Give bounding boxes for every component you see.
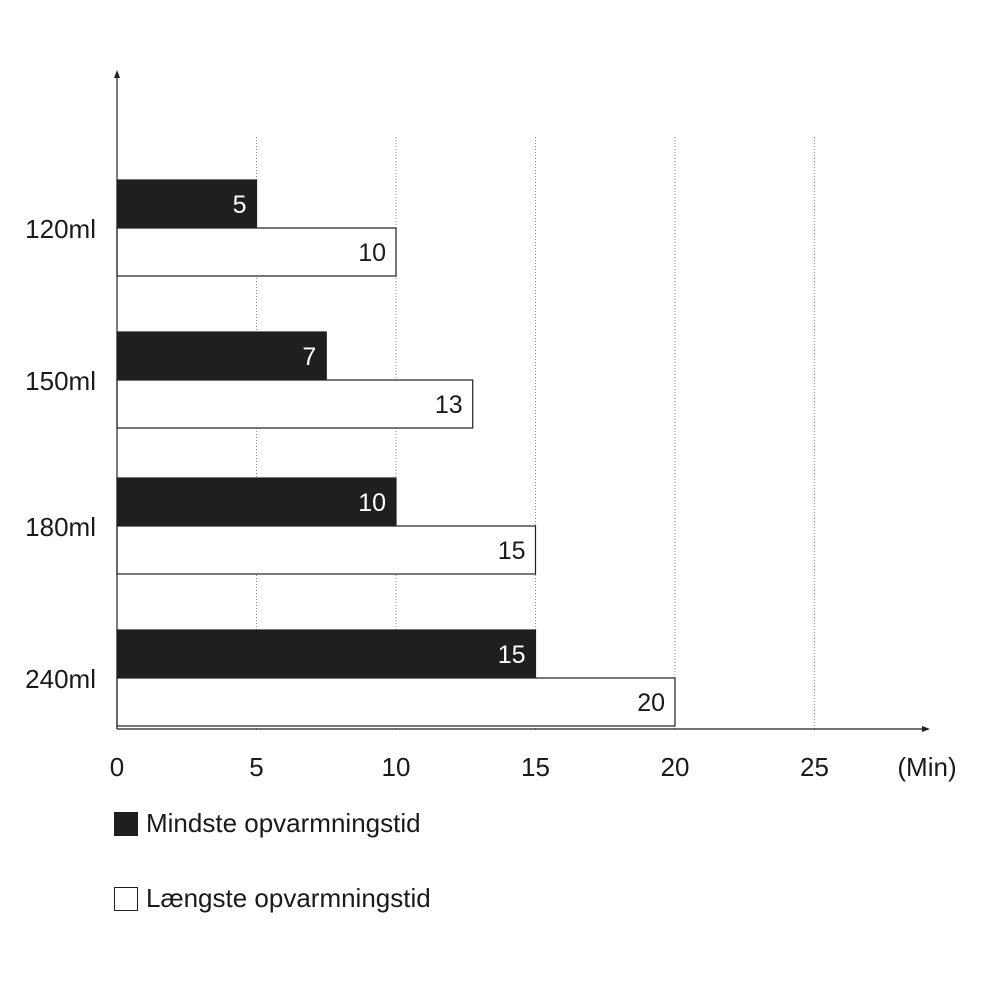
x-tick-label-25: 25	[800, 752, 829, 782]
data-label-min-120ml: 5	[233, 191, 247, 219]
bar-max-180ml	[116, 525, 537, 575]
x-tick-label-10: 10	[382, 752, 411, 782]
x-tick-label-15: 15	[521, 752, 550, 782]
category-label-120ml: 120ml	[25, 214, 96, 244]
data-label-max-150ml: 13	[435, 391, 463, 419]
data-label-min-180ml: 10	[358, 489, 386, 517]
legend-label-min: Mindste opvarmningstid	[146, 808, 421, 838]
data-label-min-150ml: 7	[302, 343, 316, 371]
category-label-240ml: 240ml	[25, 664, 96, 694]
bar-min-120ml	[116, 179, 258, 229]
legend-label-max: Længste opvarmningstid	[146, 883, 431, 913]
legend-swatch-min	[114, 811, 138, 836]
legend-swatch-max	[114, 886, 138, 911]
bar-min-240ml	[116, 629, 537, 679]
data-label-min-240ml: 15	[498, 641, 526, 669]
category-label-180ml: 180ml	[25, 512, 96, 542]
legend-item-min: Mindste opvarmningstid	[114, 808, 421, 839]
bar-min-180ml	[116, 477, 397, 527]
legend-item-max: Længste opvarmningstid	[114, 883, 431, 914]
y-axis-arrow-icon	[114, 70, 120, 78]
x-unit-label: (Min)	[897, 752, 956, 782]
x-tick-label-0: 0	[110, 752, 124, 782]
bar-min-150ml	[116, 331, 327, 381]
x-tick-label-20: 20	[661, 752, 690, 782]
bar-max-240ml	[116, 677, 676, 727]
data-label-max-180ml: 15	[498, 537, 526, 565]
x-tick-label-5: 5	[249, 752, 263, 782]
bar-max-120ml	[116, 227, 397, 277]
x-axis-arrow-icon	[922, 726, 930, 732]
bar-max-150ml	[116, 379, 474, 429]
data-label-max-120ml: 10	[358, 239, 386, 267]
category-label-150ml: 150ml	[25, 366, 96, 396]
data-label-max-240ml: 20	[637, 689, 665, 717]
